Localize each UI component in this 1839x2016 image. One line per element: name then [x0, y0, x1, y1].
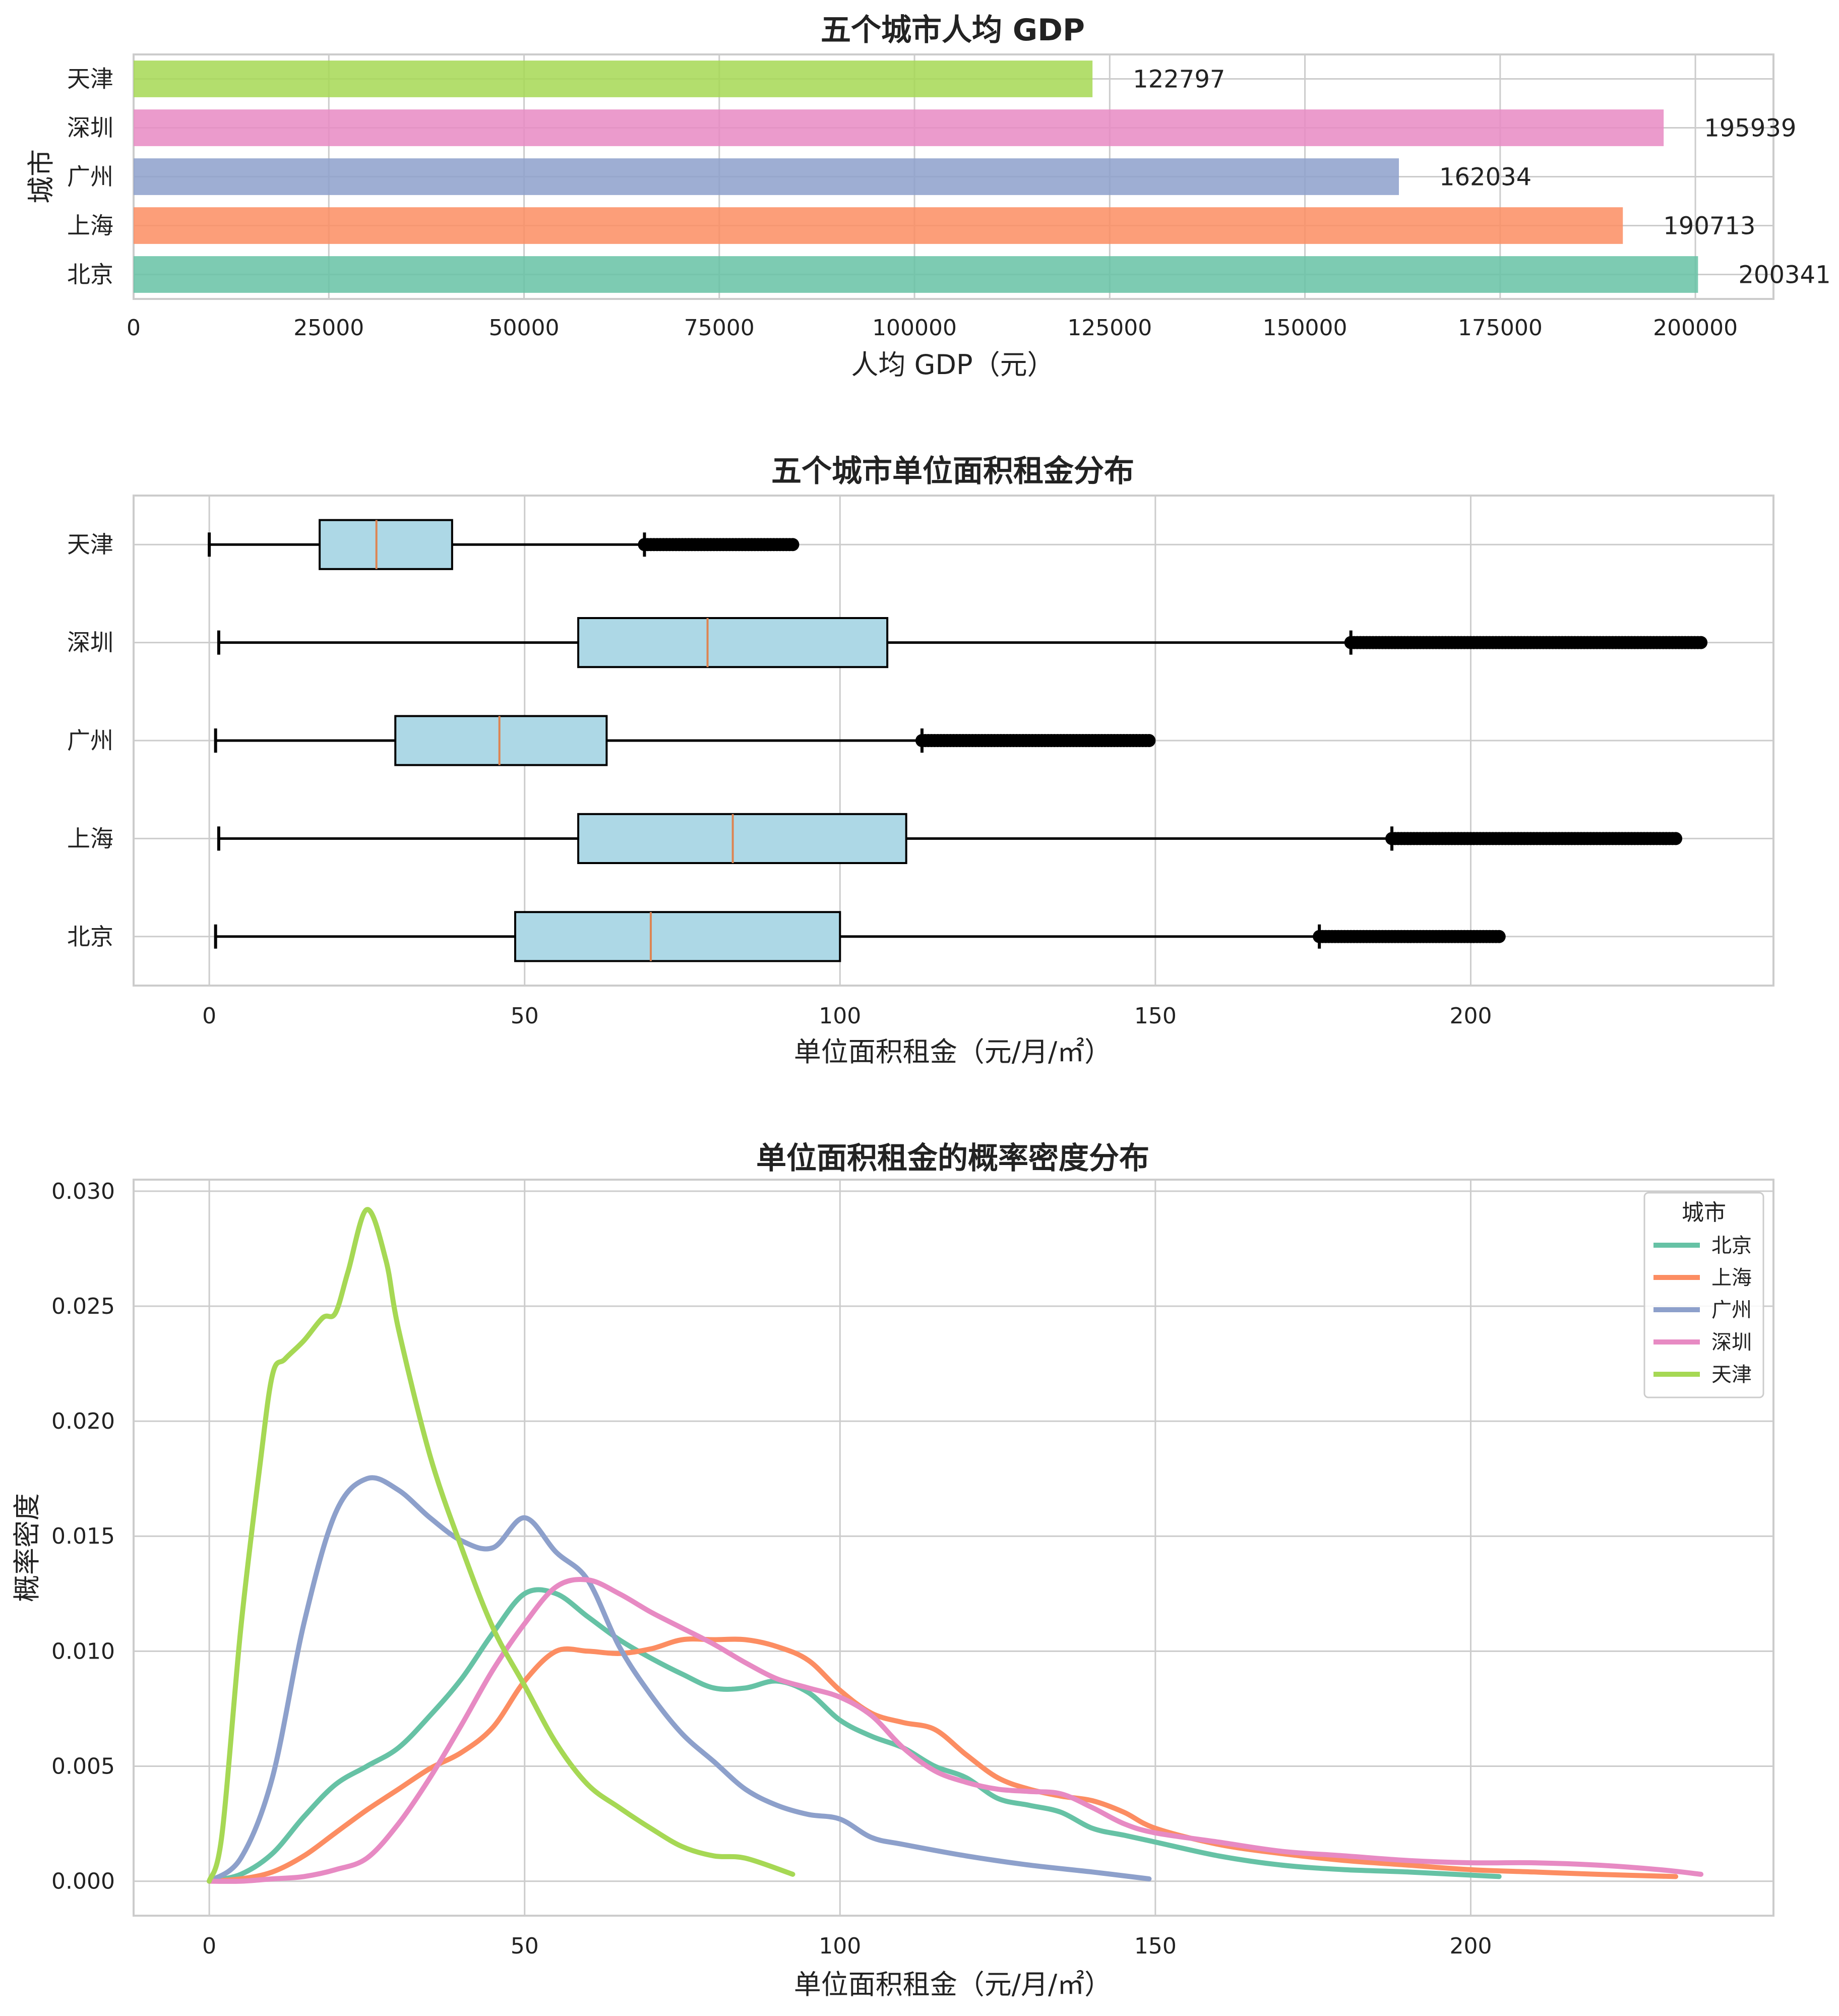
box-iqr: [319, 519, 453, 570]
gdp-x-tick-label: 200000: [1653, 315, 1738, 341]
rent-density-chart: 0.000 0.005 0.010 0.015 0.020 0.025 0.030 0 50 1…: [11, 1141, 1774, 2000]
kde-line-3: [207, 1577, 1704, 1884]
gdp-value-label: 200341: [1738, 261, 1830, 289]
gdp-value-label: 190713: [1663, 212, 1755, 240]
kde-x-tick-label: 0: [202, 1933, 216, 1959]
kde-line-1: [207, 1636, 1679, 1884]
gdp-bar-0: [134, 256, 1698, 293]
box-4: [208, 519, 800, 570]
gdp-y-tick-label: 广州: [67, 163, 113, 191]
kde-y-axis-label: 概率密度: [11, 1493, 43, 1602]
box-y-tick-label: 上海: [67, 825, 113, 852]
kde-y-tick-label: 0.000: [51, 1869, 115, 1895]
box-y-tick-label: 天津: [67, 531, 113, 558]
kde-y-tick-label: 0.015: [51, 1523, 115, 1549]
box-x-tick-label: 0: [202, 1003, 216, 1029]
box-x-tick-label: 150: [1134, 1003, 1177, 1029]
gdp-x-tick-label: 50000: [489, 315, 560, 341]
legend-title: 城市: [1682, 1200, 1726, 1226]
box-outlier: [1669, 832, 1683, 845]
box-outlier: [1492, 930, 1506, 943]
gdp-value-label: 162034: [1439, 163, 1531, 192]
kde-y-tick-label: 0.010: [51, 1638, 115, 1664]
kde-y-tick-label: 0.025: [51, 1294, 115, 1319]
kde-x-tick-label: 100: [819, 1933, 861, 1959]
legend-label: 北京: [1711, 1234, 1752, 1257]
gdp-x-tick-label: 0: [127, 315, 141, 341]
gdp-x-axis-label: 人均 GDP（元）: [851, 349, 1054, 381]
box-x-tick-label: 100: [819, 1003, 861, 1029]
box-chart-title: 五个城市单位面积租金分布: [771, 454, 1134, 489]
box-iqr: [577, 813, 907, 865]
gdp-x-tick-label: 75000: [684, 315, 755, 341]
kde-plot-area: [133, 1179, 1774, 1917]
gdp-x-tick-label: 150000: [1263, 315, 1347, 341]
box-outlier: [1142, 734, 1156, 747]
box-1: [217, 813, 1683, 865]
box-iqr: [394, 715, 608, 766]
rent-box-plot: 北京 上海 广州 深圳 天津 0 50 100 150 200 五个城市单位面积租金分布 单位面…: [67, 454, 1774, 1068]
gdp-chart-title: 五个城市人均 GDP: [821, 13, 1085, 48]
legend-label: 深圳: [1711, 1331, 1752, 1354]
box-y-tick-label: 广州: [67, 727, 113, 754]
gdp-bar-4: [134, 60, 1093, 97]
gdp-y-tick-label: 上海: [67, 212, 113, 239]
gdp-x-tick-labels: 0 25000 50000 75000 100000 125000 150000 175000…: [127, 315, 1738, 341]
box-y-tick-labels: 北京 上海 广州 深圳 天津: [67, 531, 113, 950]
kde-y-tick-label: 0.005: [51, 1753, 115, 1779]
gdp-y-tick-label: 北京: [67, 261, 113, 288]
gdp-value-label: 122797: [1133, 66, 1225, 94]
gdp-bar-1: [134, 207, 1623, 244]
gdp-bar-3: [134, 109, 1664, 146]
kde-chart-title: 单位面积租金的概率密度分布: [756, 1141, 1149, 1176]
kde-line-4: [207, 1207, 795, 1884]
kde-lines: [207, 1207, 1704, 1884]
gdp-x-tick-label: 100000: [872, 315, 957, 341]
gdp-value-label: 195939: [1704, 114, 1796, 143]
legend-label: 上海: [1711, 1266, 1752, 1290]
kde-y-tick-label: 0.030: [51, 1179, 115, 1204]
box-x-tick-labels: 0 50 100 150 200: [202, 1003, 1492, 1029]
kde-grid: [134, 1180, 1773, 1916]
box-0: [214, 911, 1506, 962]
gdp-x-tick-label: 175000: [1458, 315, 1543, 341]
box-iqr: [514, 911, 841, 962]
box-x-tick-label: 50: [511, 1003, 539, 1029]
gdp-x-tick-label: 125000: [1067, 315, 1152, 341]
gdp-y-tick-label: 天津: [67, 66, 113, 93]
kde-y-tick-label: 0.020: [51, 1409, 115, 1434]
box-x-tick-label: 200: [1449, 1003, 1492, 1029]
box-y-tick-label: 深圳: [67, 629, 113, 656]
box-outlier: [786, 538, 800, 552]
box-x-axis-label: 单位面积租金（元/月/㎡）: [794, 1036, 1112, 1068]
box-2: [214, 715, 1156, 766]
kde-y-tick-labels: 0.000 0.005 0.010 0.015 0.020 0.025 0.030: [51, 1179, 115, 1895]
kde-x-tick-label: 150: [1134, 1933, 1177, 1959]
kde-line-2: [207, 1475, 1152, 1884]
box-items: [208, 519, 1708, 962]
gdp-y-tick-labels: 北京 上海 广州 深圳 天津: [67, 66, 113, 288]
kde-x-tick-label: 50: [511, 1933, 539, 1959]
gdp-x-tick-label: 25000: [293, 315, 364, 341]
gdp-y-tick-label: 深圳: [67, 114, 113, 142]
legend-label: 天津: [1711, 1363, 1752, 1386]
box-y-tick-label: 北京: [67, 923, 113, 950]
gdp-bar-chart: 200341 190713 162034 195939 122797 北京 上海 广州 深圳 天…: [25, 13, 1831, 381]
box-3: [217, 617, 1708, 668]
legend-label: 广州: [1711, 1299, 1752, 1322]
gdp-y-axis-label: 城市: [25, 149, 57, 204]
gdp-bar-2: [134, 158, 1399, 195]
kde-x-tick-label: 200: [1449, 1933, 1492, 1959]
kde-x-tick-labels: 0 50 100 150 200: [202, 1933, 1492, 1959]
gdp-bars: [134, 60, 1698, 293]
kde-x-axis-label: 单位面积租金（元/月/㎡）: [794, 1969, 1112, 2000]
box-outlier: [1694, 636, 1708, 649]
gdp-value-labels: 200341 190713 162034 195939 122797: [1133, 66, 1830, 289]
box-iqr: [577, 617, 889, 668]
